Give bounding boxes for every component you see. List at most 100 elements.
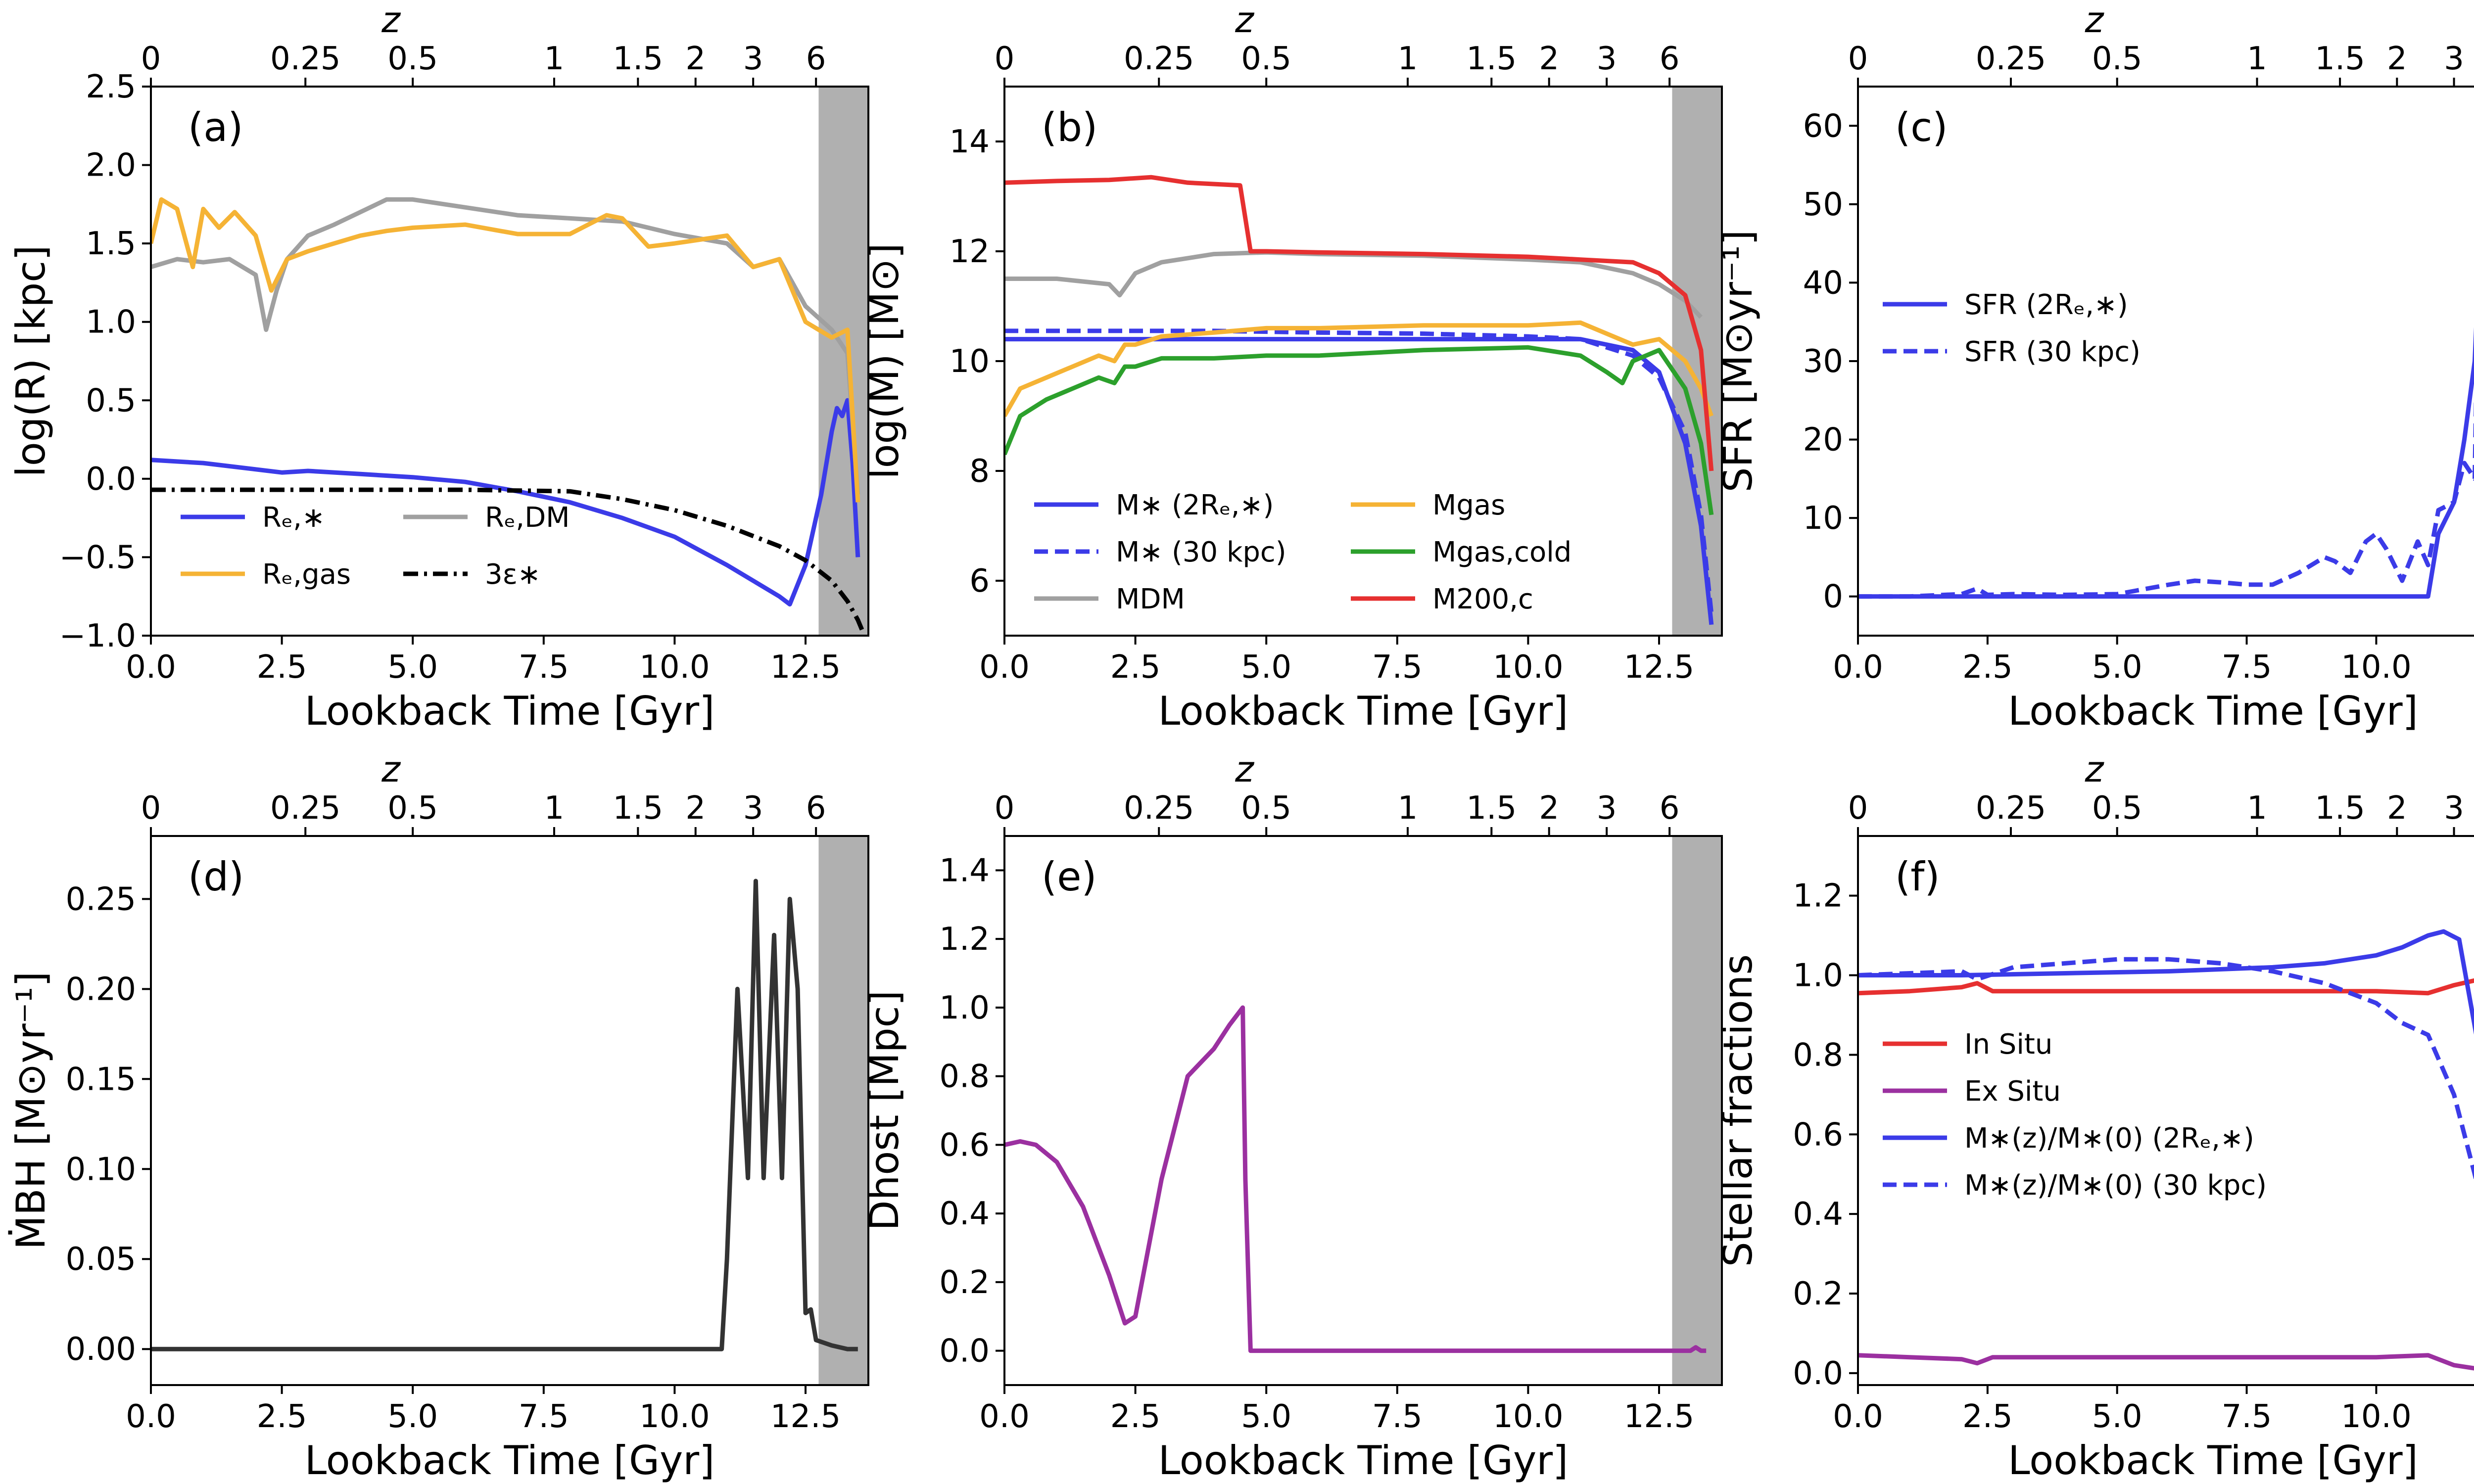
series-group [151,879,858,1351]
series-line-b-1 [1004,328,1714,614]
z-axis-label: z [381,0,401,41]
panel-letter: (f) [1895,854,1940,900]
series-line-d-0 [151,879,858,1351]
y-tick-label: 0.2 [939,1264,990,1301]
x-tick-label: 12.5 [2471,1398,2474,1435]
legend-entry: M200,c [1432,583,1533,615]
z-tick-label: 2 [2387,41,2407,77]
panel-letter: (b) [1042,104,1097,150]
y-tick-label: 0.4 [1793,1196,1843,1233]
x-tick-label: 2.5 [1962,649,2013,686]
x-tick-label: 0.0 [1833,1398,1883,1435]
x-tick-label: 5.0 [387,1398,438,1435]
y-tick-label: 10 [1803,500,1843,537]
panel-letter: (a) [188,104,243,150]
x-axis-label: Lookback Time [Gyr] [305,1438,715,1484]
series-line-f-1 [1858,1353,2474,1371]
x-tick-label: 10.0 [639,1398,710,1435]
y-tick-label: 0.0 [1793,1355,1843,1392]
z-tick-label: 2 [685,41,706,77]
x-tick-label: 7.5 [1372,649,1423,686]
x-tick-label: 7.5 [1372,1398,1423,1435]
z-tick-label: 0.5 [2092,41,2142,77]
legend-entry: Rₑ,gas [262,558,351,591]
z-tick-label: 1 [544,790,565,827]
z-tick-label: 1 [544,41,565,77]
z-tick-label: 0 [1848,790,1868,827]
z-tick-label: 1.5 [2315,790,2365,827]
x-tick-label: 2.5 [257,649,307,686]
z-tick-label: 1.5 [2315,41,2365,77]
y-tick-label: 0.20 [66,971,137,1008]
y-tick-label: 0 [1823,579,1843,615]
z-tick-label: 1 [1398,790,1418,827]
z-tick-label: 0 [995,41,1015,77]
legend-entry: M∗(z)/M∗(0) (30 kpc) [1964,1169,2267,1202]
legend-entry: SFR (2Rₑ,∗) [1964,289,2128,321]
x-axis-label: Lookback Time [Gyr] [1158,688,1569,734]
legend-entry: M∗ (30 kpc) [1116,536,1286,568]
panel-d: 0.0 2.5 5.0 7.5 10.0 12.5 Lookback Time [Gyr] 0… [8,748,869,1484]
x-tick-label: 5.0 [1241,1398,1291,1435]
shaded-region [818,836,868,1385]
legend-entry: Rₑ,∗ [262,502,325,534]
z-axis-label: z [1235,0,1255,41]
plot-frame [1003,835,1723,1386]
legend-entry: Ex Situ [1964,1075,2061,1108]
y-tick-label: 14 [950,124,990,160]
x-tick-label: 7.5 [2222,1398,2272,1435]
y-tick-label: 0.15 [66,1061,137,1098]
x-tick-label: 5.0 [2092,649,2142,686]
z-tick-label: 0.5 [1241,41,1291,77]
z-tick-label: 0.25 [1976,41,2046,77]
legend-entry: SFR (30 kpc) [1964,336,2141,368]
x-tick-label: 2.5 [1110,1398,1161,1435]
z-tick-label: 6 [806,41,826,77]
z-tick-label: 1 [2247,41,2267,77]
x-tick-label: 7.5 [519,649,569,686]
z-tick-label: 0.25 [270,41,341,77]
x-tick-label: 12.5 [770,1398,841,1435]
x-tick-label: 12.5 [770,649,841,686]
y-tick-label: 0.4 [939,1196,990,1232]
y-tick-label: 50 [1803,186,1843,223]
y-tick-label: 1.0 [939,990,990,1026]
series-line-c-0 [1858,327,2474,599]
z-tick-label: 0.5 [1241,790,1291,827]
series-line-f-3 [1858,957,2474,1181]
z-tick-label: 3 [743,790,763,827]
y-axis-label: log(M) [M⊙] [861,243,907,479]
series-line-f-0 [1858,978,2474,996]
legend-entry: In Situ [1964,1028,2052,1061]
series-group [1004,1005,1707,1353]
x-tick-label: 10.0 [639,649,710,686]
y-tick-label: 1.0 [86,304,136,341]
x-axis-label: Lookback Time [Gyr] [2008,688,2418,734]
y-tick-label: 0.0 [86,461,136,498]
x-tick-label: 5.0 [387,649,438,686]
z-tick-label: 1.5 [613,41,663,77]
z-tick-label: 1.5 [1466,41,1517,77]
series-line-b-3 [1004,320,1714,417]
series-group [151,197,865,634]
shaded-region [1672,87,1722,636]
series-line-a-3 [151,487,865,634]
z-tick-label: 0 [995,790,1015,827]
z-tick-label: 6 [1660,41,1680,77]
x-axis-label: Lookback Time [Gyr] [1158,1438,1569,1484]
z-tick-label: 3 [2444,790,2464,827]
x-tick-label: 12.5 [1624,649,1695,686]
x-tick-label: 2.5 [1962,1398,2013,1435]
z-tick-label: 2 [2387,790,2407,827]
x-tick-label: 0.0 [979,649,1030,686]
y-tick-label: 40 [1803,265,1843,301]
panel-letter: (e) [1042,854,1097,900]
series-line-c-1 [1858,393,2474,599]
z-tick-label: 0.5 [387,790,438,827]
y-tick-label: 6 [969,563,990,600]
z-tick-label: 2 [1539,41,1559,77]
